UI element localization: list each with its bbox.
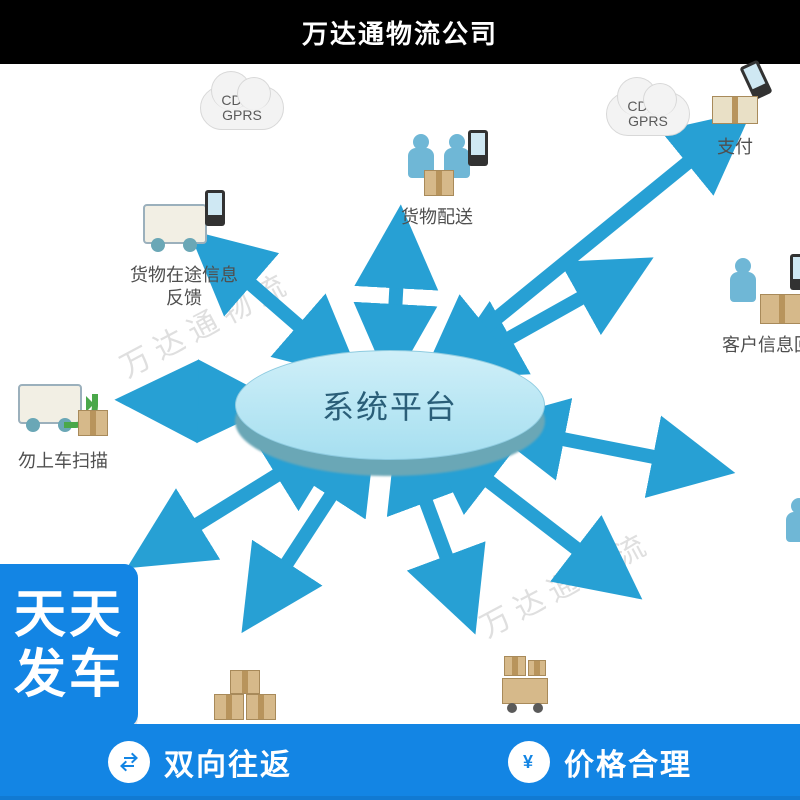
cdma-gprs-cloud: CDMA GPRS (606, 92, 690, 136)
load-scan-icon (18, 370, 112, 446)
footer-text-price: 价格合理 (564, 740, 692, 784)
order-review-icon (480, 648, 574, 724)
node-accept: 接受 (752, 488, 800, 591)
node-feedback: 货物在途信息 反馈 (130, 184, 238, 309)
node-cust-return: 客户信息回 (720, 254, 800, 357)
price-icon: ¥ (508, 741, 550, 783)
company-title: 万达通物流公司 (302, 14, 498, 51)
cloud-label: CDMA GPRS (201, 87, 283, 129)
node-label-delivery: 货物配送 (401, 206, 473, 229)
pay-icon (688, 56, 782, 132)
hub-label: 系统平台 (235, 350, 545, 460)
diagram-canvas: 万达通物流公司 万达通物流万达通物流 系统平台 CDMA GPRSCDMA GP… (0, 0, 800, 800)
node-delivery: 货物配送 (390, 126, 484, 229)
node-label-pay: 支付 (717, 136, 753, 159)
node-label-cust-return: 客户信息回 (722, 334, 800, 357)
cust-return-icon (720, 254, 800, 330)
node-label-feedback: 货物在途信息 反馈 (130, 264, 238, 309)
footer-item-price: ¥ 价格合理 (508, 740, 692, 784)
footer-text-roundtrip: 双向往返 (164, 740, 292, 784)
hub-disc: 系统平台 (235, 350, 545, 460)
footer-bar: 双向往返 ¥ 价格合理 (0, 724, 800, 800)
company-title-banner: 万达通物流公司 (0, 0, 800, 64)
accept-icon (752, 488, 800, 564)
swap-icon (108, 741, 150, 783)
footer-item-roundtrip: 双向往返 (108, 740, 292, 784)
badge-line1: 天天 (14, 586, 124, 646)
feedback-icon (137, 184, 231, 260)
cloud-label: CDMA GPRS (607, 93, 689, 135)
delivery-icon (390, 126, 484, 202)
cdma-gprs-cloud: CDMA GPRS (200, 86, 284, 130)
node-pay: 支付 (688, 56, 782, 159)
node-label-load-scan: 勿上车扫描 (18, 450, 108, 473)
svg-text:¥: ¥ (523, 752, 535, 772)
node-load-scan: 勿上车扫描 (18, 370, 112, 473)
